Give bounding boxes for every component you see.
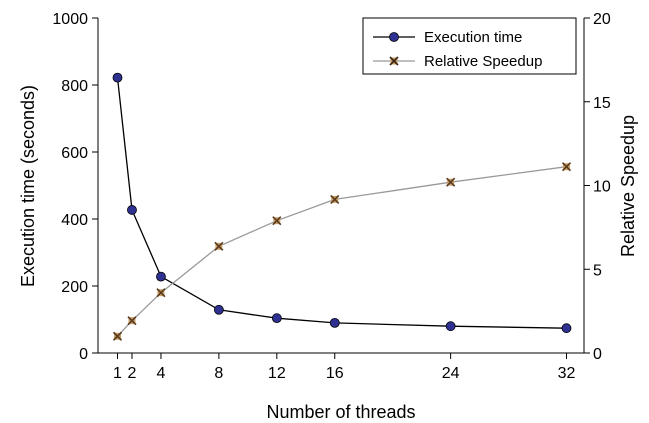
data-point-execution-time [213, 304, 224, 315]
data-point-execution-time [112, 72, 123, 83]
data-point-execution-time [329, 317, 340, 328]
x-tick-label: 12 [268, 365, 286, 382]
y-left-tick-label: 800 [61, 78, 88, 95]
legend-marker-execution-time [389, 32, 399, 42]
x-tick-label: 8 [214, 365, 223, 382]
legend-label-relative-speedup: Relative Speedup [424, 53, 542, 70]
y-left-tick-label: 600 [61, 145, 88, 162]
data-point-relative-speedup [112, 331, 123, 341]
legend-marker-relative-speedup [389, 56, 399, 66]
y-right-tick-label: 5 [593, 262, 602, 279]
series-layer [112, 72, 572, 341]
y-right-tick-label: 10 [593, 179, 611, 196]
x-tick-label: 1 [113, 365, 122, 382]
y-axis-title-right: Relative Speedup [618, 115, 638, 257]
data-point-relative-speedup [156, 288, 166, 298]
y-right-tick-label: 15 [593, 95, 611, 112]
y-right-tick-label: 20 [593, 11, 611, 28]
data-point-execution-time [561, 323, 572, 334]
x-tick-label: 2 [128, 365, 137, 382]
legend: Execution time Relative Speedup [362, 17, 577, 75]
series-line-relative-speedup [117, 166, 567, 337]
data-point-relative-speedup [330, 194, 340, 204]
x-tick-label: 32 [558, 365, 576, 382]
data-point-relative-speedup [272, 216, 282, 226]
x-tick-label: 16 [326, 365, 344, 382]
y-left-tick-label: 200 [61, 279, 88, 296]
x-tick-label: 24 [442, 365, 460, 382]
y-left-tick-label: 1000 [52, 11, 88, 28]
legend-box [362, 17, 577, 75]
y-right-tick-label: 0 [593, 346, 602, 363]
y-left-tick-label: 0 [79, 346, 88, 363]
x-tick-label: 4 [156, 365, 165, 382]
data-point-relative-speedup [561, 162, 572, 172]
data-point-execution-time [271, 313, 282, 324]
data-point-relative-speedup [214, 241, 224, 251]
data-point-execution-time [156, 271, 166, 282]
x-axis-title: Number of threads [266, 402, 415, 422]
legend-label-execution-time: Execution time [424, 29, 522, 46]
y-axis-title-left: Execution time (seconds) [18, 85, 38, 287]
data-point-relative-speedup [127, 316, 137, 326]
data-point-execution-time [127, 205, 137, 215]
data-point-execution-time [445, 321, 456, 332]
series-line-execution-time [116, 77, 567, 329]
data-point-relative-speedup [446, 177, 456, 187]
y-left-tick-label: 400 [61, 212, 88, 229]
